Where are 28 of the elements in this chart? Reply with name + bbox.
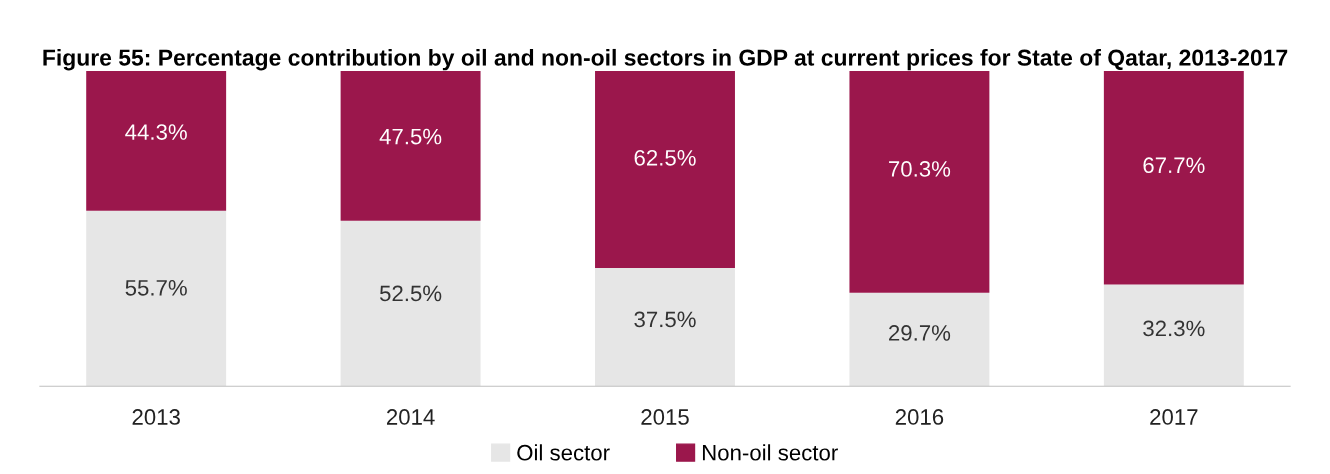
- x-tick-label: 2014: [386, 409, 435, 425]
- bar: [595, 71, 735, 269]
- bar: [595, 268, 735, 387]
- data-label: 67.7%: [1143, 157, 1205, 174]
- bar: [86, 71, 227, 211]
- data-label: 70.3%: [889, 161, 951, 177]
- data-label: 55.7%: [125, 280, 187, 296]
- bar: [849, 292, 990, 387]
- bar: [340, 220, 481, 387]
- chart-title: Figure 55: Percentage contribution by oil and non-oil sectors in GDP at current prices for State of Qatar, 2013-2017: [43, 48, 1288, 71]
- x-tick-label: 2013: [132, 409, 180, 425]
- data-label: 32.3%: [1143, 320, 1205, 337]
- bar: [1103, 284, 1244, 387]
- data-label: 47.5%: [379, 128, 442, 145]
- bar: [1103, 71, 1244, 285]
- x-tick-label: 2016: [895, 409, 944, 425]
- bar: [86, 210, 227, 387]
- data-label: 52.5%: [379, 285, 442, 302]
- bar: [849, 71, 990, 293]
- data-label: 29.7%: [889, 325, 951, 341]
- bar: [340, 71, 481, 221]
- data-label: 37.5%: [634, 311, 696, 328]
- legend-label: Non-oil sector: [702, 444, 838, 461]
- x-tick-label: 2017: [1150, 409, 1198, 425]
- data-label: 62.5%: [634, 149, 696, 166]
- legend-label: Oil sector: [517, 444, 610, 461]
- x-tick-label: 2015: [641, 409, 689, 425]
- data-label: 44.3%: [125, 124, 187, 140]
